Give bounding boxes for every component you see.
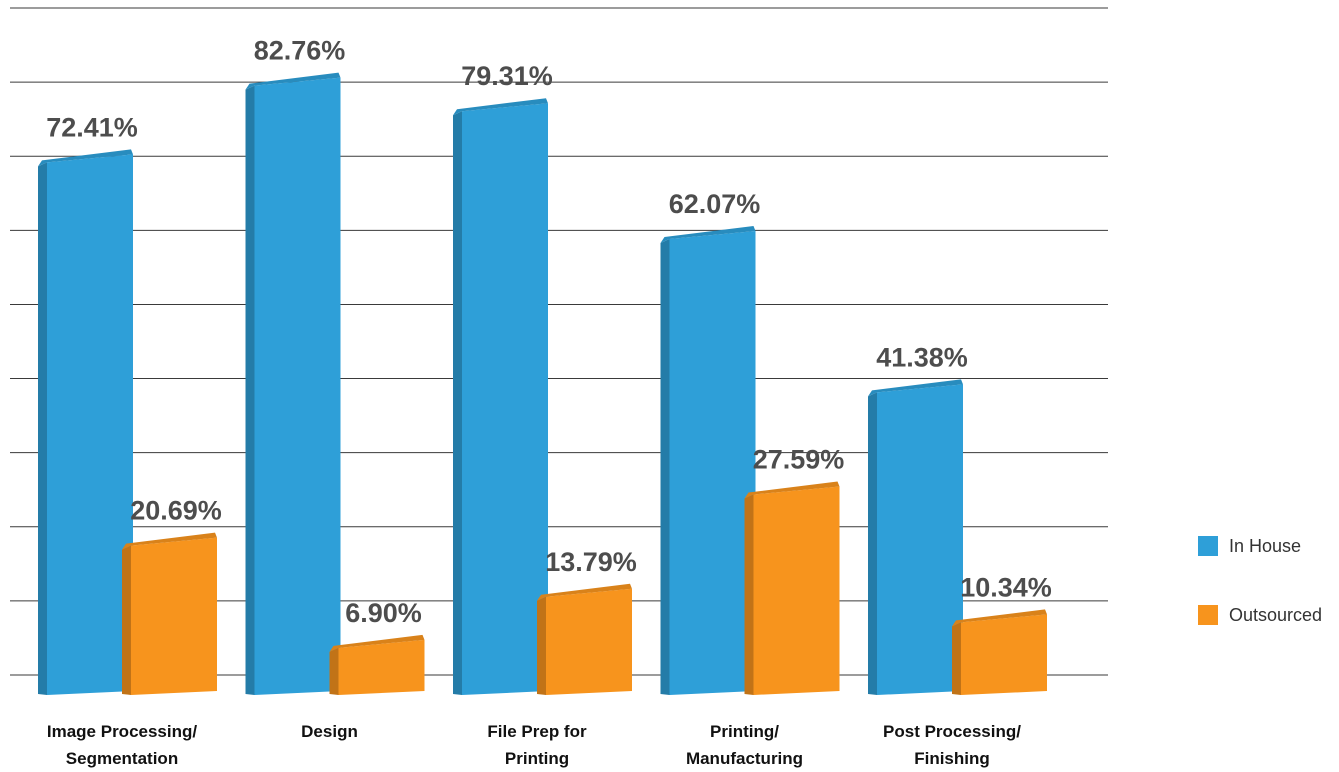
- bar-outsourced: [329, 634, 425, 695]
- bar-front: [47, 154, 133, 695]
- bar-front: [877, 384, 963, 695]
- bar-side: [660, 238, 670, 695]
- bar-in-house: [660, 225, 756, 695]
- bar-front: [131, 537, 217, 695]
- bar-side: [868, 392, 877, 695]
- value-label: 41.38%: [876, 342, 968, 372]
- value-label: 72.41%: [46, 112, 138, 142]
- bar-outsourced: [952, 609, 1047, 695]
- legend-swatch: [1198, 605, 1218, 625]
- bar-top: [744, 481, 840, 499]
- bar-in-house: [245, 72, 341, 696]
- bar-in-house: [868, 379, 963, 695]
- bar-front: [753, 486, 840, 695]
- legend: In House Outsourced: [1198, 536, 1322, 625]
- category-label: Finishing: [914, 749, 990, 768]
- bars: [38, 72, 1047, 696]
- bar-top: [660, 225, 756, 243]
- bar-top: [868, 379, 963, 397]
- category-label: Image Processing/: [47, 722, 198, 741]
- legend-swatch: [1198, 536, 1218, 556]
- value-label: 10.34%: [960, 572, 1052, 602]
- bar-top: [122, 532, 217, 550]
- bar-side: [744, 494, 754, 695]
- value-label: 20.69%: [130, 496, 222, 526]
- bar-outsourced: [744, 481, 840, 695]
- category-label: Segmentation: [66, 749, 178, 768]
- bar-outsourced: [122, 532, 217, 695]
- value-label: 82.76%: [254, 36, 346, 66]
- bar-top: [952, 609, 1047, 627]
- bar-top: [329, 634, 425, 652]
- bar-front: [669, 230, 756, 695]
- category-labels: Image Processing/Segmentation Design File …: [47, 722, 1021, 768]
- legend-label: In House: [1229, 536, 1301, 556]
- legend-label: Outsourced: [1229, 605, 1322, 625]
- bar-in-house: [453, 98, 548, 695]
- bar-front: [338, 639, 425, 695]
- value-label: 13.79%: [545, 547, 637, 577]
- value-label: 62.07%: [669, 189, 761, 219]
- bar-front: [462, 103, 548, 695]
- value-labels: 72.41% 20.69% 82.76% 6.90% 79.31% 13.79% 62.07…: [46, 36, 1052, 628]
- category-label: File Prep for: [487, 722, 587, 741]
- bar-front: [254, 77, 341, 696]
- value-label: 27.59%: [753, 445, 845, 475]
- bar-side: [245, 85, 255, 696]
- bar-front: [961, 614, 1047, 695]
- category-label: Manufacturing: [686, 749, 803, 768]
- bar-side: [329, 647, 339, 695]
- bar-side: [952, 622, 961, 695]
- bar-outsourced: [537, 583, 632, 695]
- bar-top: [537, 583, 632, 601]
- bar-side: [122, 545, 131, 695]
- category-label: Printing: [505, 749, 569, 768]
- bar-side: [38, 162, 47, 695]
- category-label: Design: [301, 722, 358, 741]
- value-label: 79.31%: [461, 61, 553, 91]
- value-label: 6.90%: [345, 598, 422, 628]
- bar-in-house: [38, 149, 133, 695]
- bar-side: [453, 111, 462, 695]
- bar-top: [38, 149, 133, 167]
- category-label: Printing/: [710, 722, 779, 741]
- category-label: Post Processing/: [883, 722, 1021, 741]
- bar-side: [537, 596, 546, 695]
- bar-front: [546, 588, 632, 695]
- bar-top: [453, 98, 548, 116]
- bar-top: [245, 72, 341, 90]
